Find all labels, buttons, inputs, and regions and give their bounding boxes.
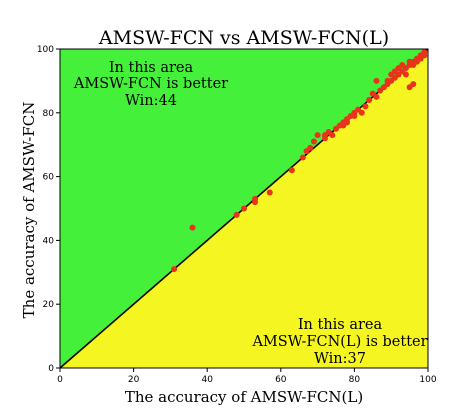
- data-point: [266, 189, 273, 196]
- data-point: [421, 52, 428, 59]
- data-point: [307, 144, 314, 151]
- upper-annotation-line-3: Win:44: [125, 93, 177, 109]
- lower-annotation: In this area AMSW-FCN(L) is better Win:3…: [251, 317, 427, 367]
- data-point: [189, 224, 196, 231]
- data-point: [366, 97, 373, 104]
- data-point: [288, 167, 295, 174]
- data-point: [321, 135, 328, 142]
- x-axis-ticks: 0 20 40 60 80 100: [57, 368, 437, 385]
- upper-annotation-line-2: AMSW-FCN is better: [73, 76, 228, 92]
- data-point: [241, 205, 247, 212]
- upper-annotation-line-1: In this area: [109, 60, 194, 76]
- x-tick-label: 40: [201, 375, 213, 385]
- data-point: [310, 138, 317, 145]
- x-tick-label: 100: [419, 375, 436, 385]
- data-point: [402, 71, 409, 78]
- data-point: [314, 132, 321, 139]
- upper-annotation: In this area AMSW-FCN is better Win:44: [73, 60, 228, 109]
- data-point: [329, 132, 336, 139]
- data-point: [373, 93, 380, 100]
- data-point: [351, 112, 358, 119]
- data-points: [171, 49, 428, 273]
- data-point: [252, 195, 259, 202]
- lower-annotation-line-1: In this area: [298, 317, 383, 333]
- data-point: [344, 119, 351, 126]
- x-tick-label: 0: [57, 375, 63, 385]
- x-tick-label: 20: [128, 375, 140, 385]
- plot-frame: [59, 48, 429, 369]
- x-axis-label: The accuracy of AMSW-FCN(L): [125, 388, 363, 406]
- y-tick-label: 80: [43, 109, 55, 119]
- data-point: [171, 266, 178, 273]
- data-point: [373, 77, 380, 84]
- lower-annotation-line-3: Win:37: [314, 351, 366, 367]
- y-tick-label: 60: [43, 173, 55, 183]
- y-axis-ticks: 0 20 40 60 80 100: [37, 45, 60, 374]
- y-tick-label: 100: [37, 45, 54, 55]
- data-point: [358, 109, 365, 116]
- data-point: [233, 211, 240, 218]
- data-point: [406, 84, 413, 91]
- x-tick-label: 80: [349, 375, 361, 385]
- x-tick-label: 60: [275, 375, 287, 385]
- y-tick-label: 0: [48, 364, 54, 374]
- y-tick-label: 40: [43, 236, 55, 246]
- y-tick-label: 20: [43, 300, 55, 310]
- y-axis-label: The accuracy of AMSW-FCN: [20, 102, 38, 319]
- data-point: [299, 154, 306, 161]
- lower-annotation-line-2: AMSW-FCN(L) is better: [251, 334, 427, 350]
- plot-area: [59, 48, 429, 369]
- data-point: [362, 103, 369, 110]
- chart-title: AMSW-FCN vs AMSW-FCN(L): [98, 27, 389, 49]
